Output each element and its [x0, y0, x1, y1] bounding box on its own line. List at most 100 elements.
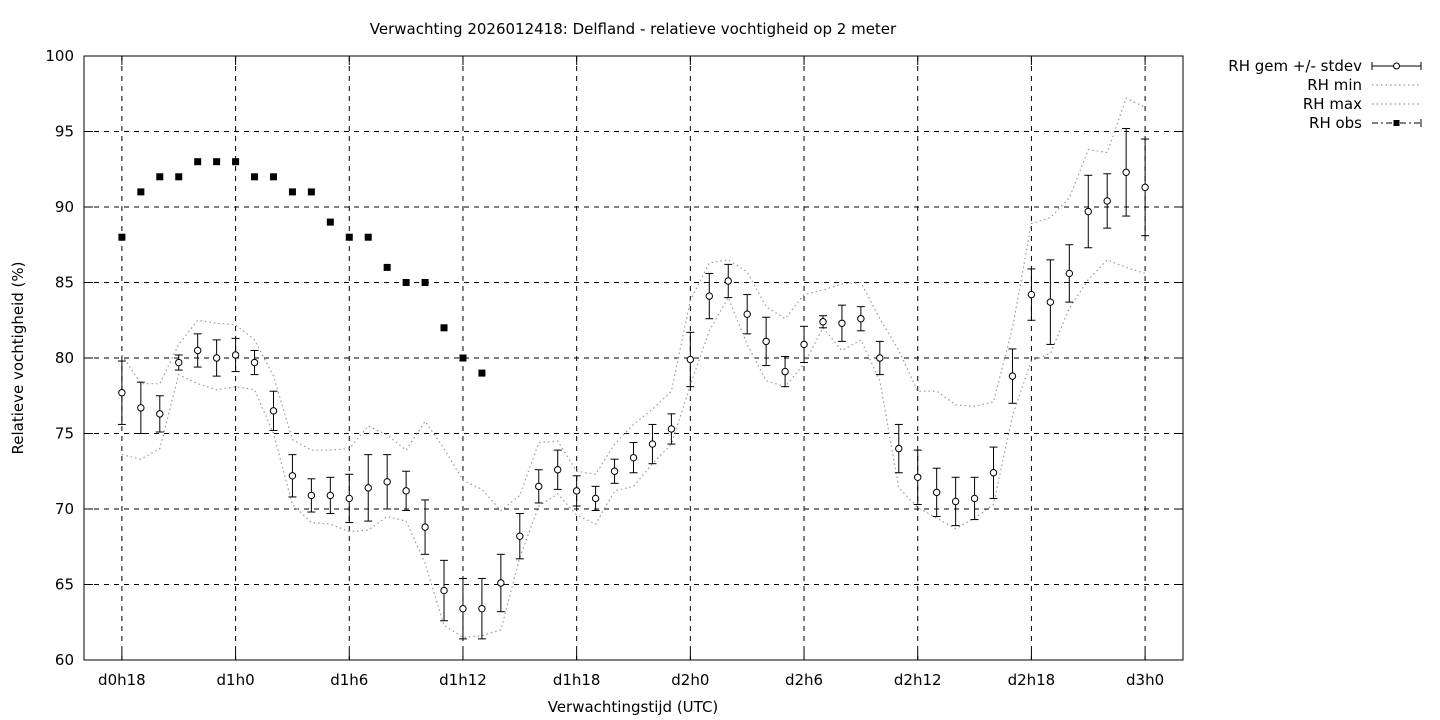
x-tick-label: d1h12: [439, 671, 487, 689]
mean-point: [156, 410, 164, 418]
errorbar-point: [686, 331, 695, 388]
x-tick-label: d2h0: [671, 671, 709, 689]
errorbar-point: [1008, 348, 1017, 404]
mean-point: [876, 354, 884, 362]
mean-point: [932, 488, 941, 497]
legend-swatch-marker: [1393, 120, 1400, 126]
mean-point: [970, 494, 979, 503]
mean-point: [421, 523, 429, 531]
legend-label: RH min: [1307, 76, 1362, 94]
mean-point: [629, 453, 638, 462]
errorbar-point: [440, 559, 449, 622]
errorbar-point: [534, 469, 543, 504]
errorbar-point: [818, 315, 827, 329]
errorbar-point: [383, 454, 392, 510]
x-tick-label: d1h18: [553, 671, 601, 689]
errorbar-point: [288, 454, 297, 498]
errorbar-point: [837, 304, 846, 342]
mean-point: [118, 389, 126, 397]
tick-labels: 60 65 70 75 80 85 90 95 100 d0h18 d1h0 d1h6 d1h12 d1h…: [45, 47, 1164, 689]
obs-point: [175, 173, 183, 181]
mean-point: [572, 487, 581, 495]
mean-point: [269, 407, 278, 415]
errorbar-point: [155, 395, 164, 433]
legend-label: RH max: [1303, 95, 1362, 113]
mean-point: [610, 467, 619, 475]
mean-point: [895, 444, 903, 453]
errorbar-point: [231, 337, 240, 373]
obs-point: [137, 188, 145, 196]
y-tick-label: 95: [55, 123, 74, 141]
series-layer: [117, 97, 1150, 640]
obs-point: [459, 354, 467, 362]
errorbar-point: [477, 577, 486, 640]
grid-lines: [84, 56, 1183, 660]
mean-point: [705, 292, 713, 300]
chart-title: Verwachting 2026012418: Delfland - relat…: [370, 20, 897, 38]
obs-point: [326, 218, 334, 226]
mean-point: [857, 315, 865, 323]
errorbar-point: [781, 355, 790, 388]
y-tick-label: 85: [55, 274, 74, 292]
errorbar-point: [800, 325, 809, 364]
mean-point: [667, 425, 676, 433]
x-tick-label: d2h6: [785, 671, 823, 689]
legend-label: RH obs: [1309, 114, 1362, 132]
mean-point: [819, 318, 827, 326]
errorbar-point: [762, 316, 771, 367]
mean-point: [535, 482, 543, 491]
mean-point: [838, 319, 846, 327]
errorbar-point: [667, 413, 676, 445]
mean-point: [1103, 197, 1111, 205]
obs-point: [232, 158, 240, 166]
y-tick-label: 65: [55, 576, 74, 594]
errorbar-point: [705, 272, 714, 320]
mean-point: [743, 310, 751, 318]
errorbar-point: [1141, 138, 1150, 237]
mean-point: [383, 478, 391, 486]
series-line-rh-max: [121, 97, 1146, 512]
obs-point: [213, 158, 221, 166]
errorbar-point: [875, 340, 884, 376]
mean-point: [591, 494, 600, 503]
y-axis-label: Relatieve vochtigheid (%): [9, 261, 27, 454]
errorbar-point: [724, 263, 733, 299]
obs-point: [307, 188, 315, 196]
mean-point: [800, 340, 808, 349]
obs-point: [478, 369, 486, 377]
x-tick-label: d2h12: [894, 671, 942, 689]
errorbar-point: [364, 454, 373, 522]
errorbar-point: [174, 354, 183, 371]
errorbar-point: [458, 577, 467, 640]
mean-point: [175, 358, 183, 367]
errorbar-point: [212, 339, 221, 377]
mean-point: [478, 604, 486, 613]
errorbar-point: [1122, 127, 1131, 217]
mean-point: [516, 532, 524, 540]
errorbar-point: [345, 473, 354, 524]
mean-point: [345, 494, 353, 503]
x-tick-label: d1h0: [217, 671, 255, 689]
y-tick-label: 80: [55, 349, 74, 367]
axis-ticks: [84, 55, 1183, 661]
legend-swatch-marker: [1393, 62, 1400, 70]
mean-point: [1065, 269, 1074, 278]
x-axis-label: Verwachtingstijd (UTC): [548, 698, 719, 716]
errorbar-point: [326, 476, 335, 515]
mean-point: [402, 487, 410, 495]
y-tick-label: 100: [45, 47, 74, 65]
errorbar-point: [193, 333, 202, 368]
mean-point: [137, 404, 145, 412]
errorbar-point: [269, 390, 278, 431]
mean-point: [686, 355, 695, 364]
obs-point: [402, 279, 410, 286]
errorbar-point: [591, 485, 600, 512]
mean-point: [1027, 290, 1036, 299]
mean-point: [951, 497, 960, 506]
obs-point: [118, 233, 126, 241]
mean-point: [231, 351, 240, 359]
mean-point: [1084, 207, 1092, 216]
errorbar-point: [970, 476, 979, 521]
x-tick-label: d3h0: [1126, 671, 1164, 689]
